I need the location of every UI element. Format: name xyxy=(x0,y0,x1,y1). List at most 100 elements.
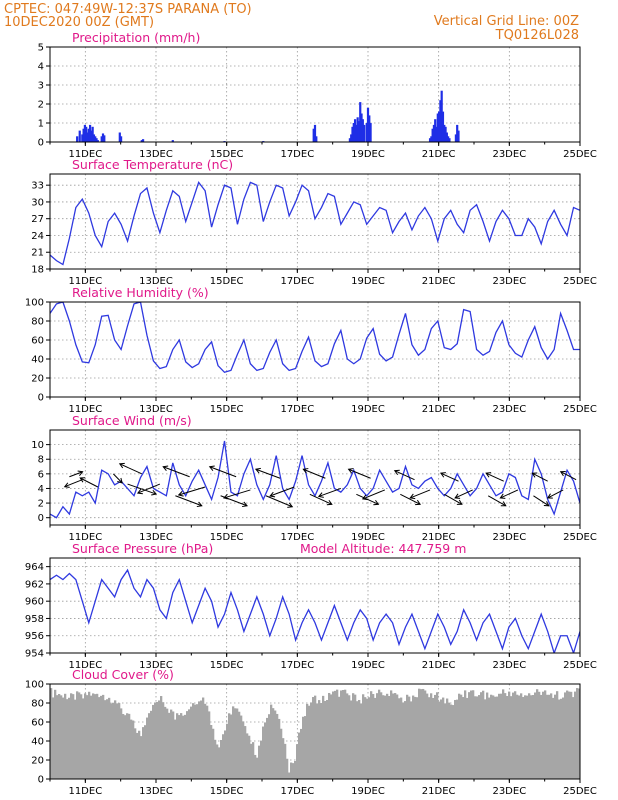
cloud-bar xyxy=(148,713,151,779)
precip-bar xyxy=(431,128,434,142)
cloud-bar xyxy=(194,704,197,779)
pres-ytick-label: 956 xyxy=(25,631,44,642)
cloud-bar xyxy=(350,700,353,779)
cloud-bar xyxy=(522,696,525,779)
cloud-bar xyxy=(56,695,59,779)
precip-bar xyxy=(448,138,451,142)
wind-arrow xyxy=(127,483,158,496)
cloud-bar xyxy=(286,758,289,779)
pres-xtick-label: 19DEC xyxy=(351,660,385,671)
cloud-bar xyxy=(570,691,573,779)
cloud-bar xyxy=(132,720,135,779)
pres-series-group xyxy=(50,568,580,653)
cloud-bar xyxy=(244,726,247,779)
wind-arrow xyxy=(269,486,295,498)
cloud-bar xyxy=(494,696,497,779)
cloud-xtick-label: 19DEC xyxy=(351,786,385,797)
cloud-bar xyxy=(240,715,243,779)
rh-ytick-label: 20 xyxy=(31,374,44,385)
precip-bar xyxy=(87,128,90,142)
cloud-bar xyxy=(356,701,359,779)
cloud-bar xyxy=(556,691,559,779)
wind-arrow xyxy=(162,465,190,478)
cloud-bar xyxy=(280,728,283,779)
cloud-bar xyxy=(444,703,447,779)
wind-ytick-label: 10 xyxy=(31,440,44,451)
cloud-bar xyxy=(92,693,95,779)
cloud-bar xyxy=(456,699,459,779)
cloud-bar xyxy=(138,730,141,779)
wind-arrow xyxy=(309,493,333,506)
precip-bar xyxy=(140,140,143,142)
cloud-bar xyxy=(512,692,515,779)
wind-arrow xyxy=(347,468,371,479)
cloud-bar xyxy=(128,713,131,779)
cloud-bar xyxy=(414,696,417,779)
cloud-bar xyxy=(474,696,477,779)
cloud-bar xyxy=(374,697,377,779)
rh-xtick-label: 23DEC xyxy=(492,404,526,415)
cloud-bar xyxy=(428,697,431,779)
cloud-bar xyxy=(506,696,509,779)
precip-bar xyxy=(428,138,432,142)
cloud-bar xyxy=(300,728,303,779)
cloud-frame xyxy=(49,683,581,780)
precip-bar xyxy=(436,113,439,142)
cloud-bar xyxy=(554,694,557,779)
cloud-bar xyxy=(424,690,427,779)
pres-frame xyxy=(49,557,581,654)
cloud-bar xyxy=(560,698,563,779)
cloud-bar xyxy=(122,714,125,779)
cloud-bar xyxy=(488,697,491,779)
precip-xtick-label: 21DEC xyxy=(422,149,456,160)
cloud-bar xyxy=(252,742,255,779)
cloud-bar xyxy=(510,696,513,779)
precip-bar xyxy=(360,113,363,142)
wind-ytick-label: 8 xyxy=(38,455,44,466)
cloud-xtick-label: 23DEC xyxy=(492,786,526,797)
cloud-bar xyxy=(324,700,327,779)
cloud-bar xyxy=(112,702,115,779)
cloud-bar xyxy=(218,747,221,779)
rh-xtick-label: 25DEC xyxy=(563,404,597,415)
precip-bar xyxy=(447,136,450,142)
cloud-bar xyxy=(312,697,315,779)
wind-ytick-label: 6 xyxy=(38,469,44,480)
pres-xtick-label: 25DEC xyxy=(563,660,597,671)
precip-bar xyxy=(435,126,438,142)
cloud-bar xyxy=(418,688,421,779)
cloud-bar xyxy=(86,695,89,779)
precip-bar xyxy=(141,139,145,142)
wind-arrow xyxy=(69,470,84,478)
cloud-bar xyxy=(196,704,199,779)
wind-xtick-label: 17DEC xyxy=(280,532,314,543)
precip-bar xyxy=(312,128,315,142)
cloud-bar xyxy=(398,698,401,779)
cloud-bar xyxy=(572,697,575,779)
cloud-bar xyxy=(70,693,73,779)
precip-xtick-label: 13DEC xyxy=(139,149,173,160)
cloud-bar xyxy=(102,694,105,779)
temp-ytick-label: 24 xyxy=(31,231,44,242)
cloud-bar xyxy=(156,701,159,779)
cloud-bar xyxy=(146,717,149,779)
cloud-bar xyxy=(568,691,571,779)
rh-ytick-label: 60 xyxy=(31,336,44,347)
precip-xtick-label: 25DEC xyxy=(563,149,597,160)
cloud-bar xyxy=(410,701,413,779)
cloud-bar xyxy=(360,703,363,779)
cloud-bar xyxy=(330,694,333,779)
cloud-bar xyxy=(170,709,173,779)
cloud-bar xyxy=(298,732,301,779)
precip-bar xyxy=(445,132,448,142)
cloud-bar xyxy=(318,700,321,779)
precip-bar xyxy=(439,100,442,142)
pres-xtick-label: 13DEC xyxy=(139,660,173,671)
wind-arrow xyxy=(254,467,281,479)
cloud-bar xyxy=(420,689,423,779)
cloud-bar xyxy=(160,696,163,779)
cloud-bar xyxy=(412,695,415,779)
cloud-bar xyxy=(316,703,319,779)
cloud-bar xyxy=(294,761,297,779)
